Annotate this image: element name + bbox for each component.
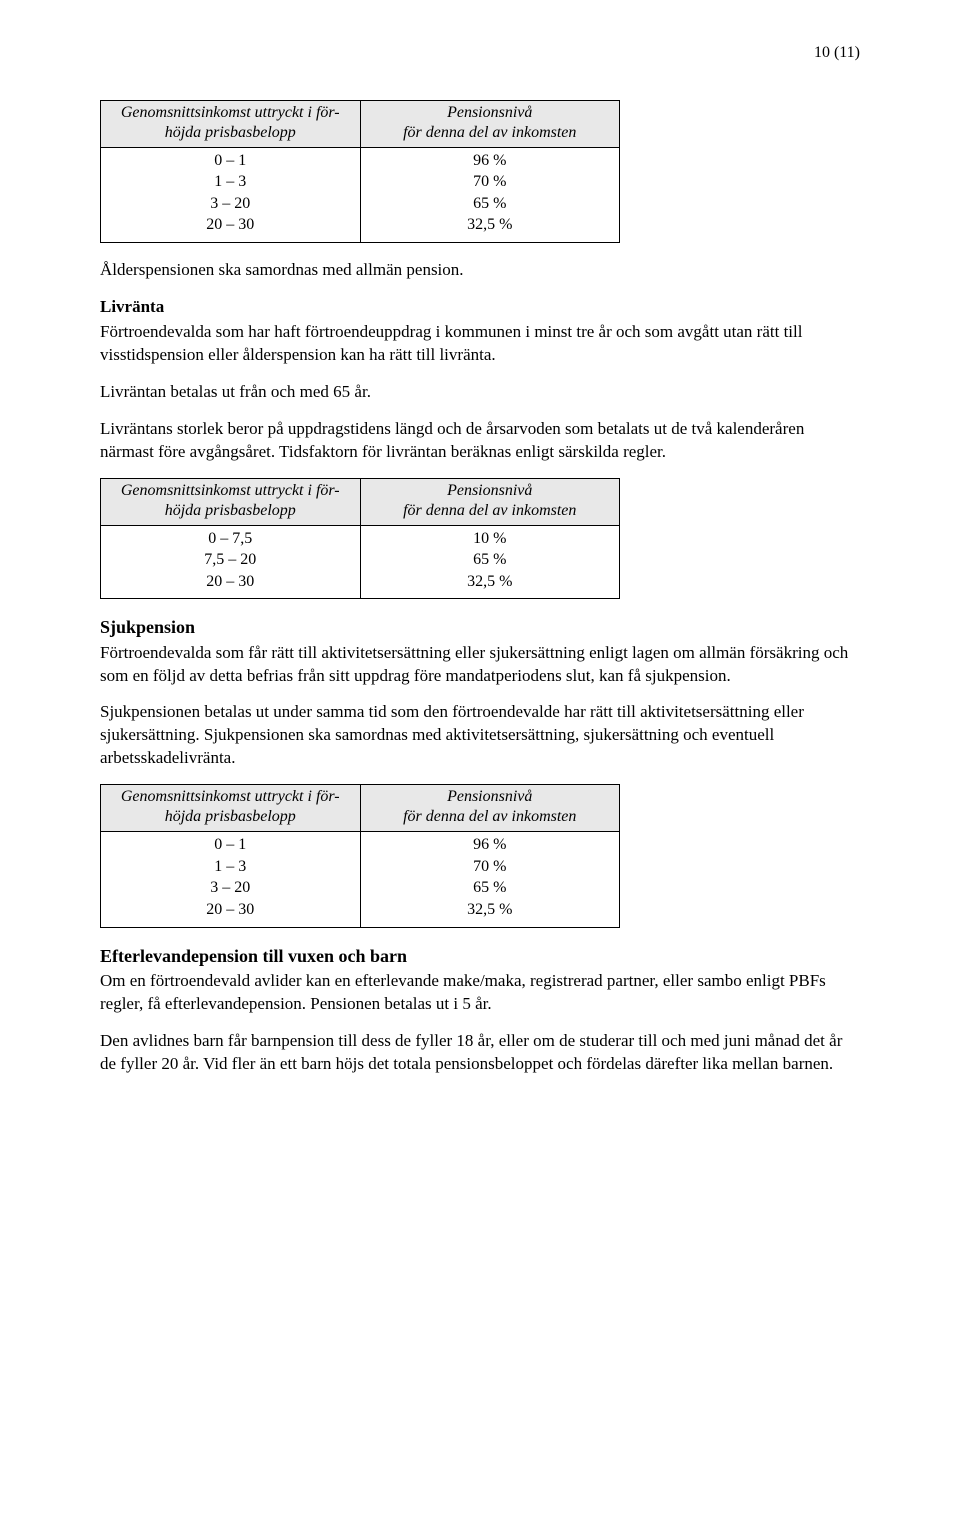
- sjukpension-heading: Sjukpension: [100, 615, 860, 639]
- table3-col2: 96 % 70 % 65 % 32,5 %: [360, 832, 620, 927]
- table1-col2: 96 % 70 % 65 % 32,5 %: [360, 147, 620, 242]
- livranta-paragraph-1: Förtroendevalda som har haft förtroendeu…: [100, 321, 860, 367]
- page-number: 10 (11): [100, 42, 860, 64]
- pension-table-2: Genomsnittsinkomst uttryckt i för-höjda …: [100, 478, 620, 600]
- table2-col2: 10 % 65 % 32,5 %: [360, 525, 620, 599]
- table2-header-right: Pensionsnivåför denna del av inkomsten: [360, 478, 620, 525]
- livranta-paragraph-2: Livräntan betalas ut från och med 65 år.: [100, 381, 860, 404]
- sjukpension-paragraph-1: Förtroendevalda som får rätt till aktivi…: [100, 642, 860, 688]
- efterlevande-heading: Efterlevandepension till vuxen och barn: [100, 944, 860, 968]
- table1-col1: 0 – 1 1 – 3 3 – 20 20 – 30: [101, 147, 361, 242]
- table3-col1: 0 – 1 1 – 3 3 – 20 20 – 30: [101, 832, 361, 927]
- efterlevande-paragraph-1: Om en förtroendevald avlider kan en efte…: [100, 970, 860, 1016]
- pension-table-1: Genomsnittsinkomst uttryckt i för-höjda …: [100, 100, 620, 243]
- table2-header-left: Genomsnittsinkomst uttryckt i för-höjda …: [101, 478, 361, 525]
- table1-header-left: Genomsnittsinkomst uttryckt i för-höjda …: [101, 100, 361, 147]
- table3-header-left: Genomsnittsinkomst uttryckt i för-höjda …: [101, 785, 361, 832]
- table3-header-right: Pensionsnivåför denna del av inkomsten: [360, 785, 620, 832]
- efterlevande-paragraph-2: Den avlidnes barn får barnpension till d…: [100, 1030, 860, 1076]
- table2-col1: 0 – 7,5 7,5 – 20 20 – 30: [101, 525, 361, 599]
- livranta-heading: Livränta: [100, 296, 860, 319]
- livranta-paragraph-3: Livräntans storlek beror på uppdragstide…: [100, 418, 860, 464]
- sjukpension-paragraph-2: Sjukpensionen betalas ut under samma tid…: [100, 701, 860, 770]
- paragraph-samordnas: Ålderspensionen ska samordnas med allmän…: [100, 259, 860, 282]
- table1-header-right: Pensionsnivåför denna del av inkomsten: [360, 100, 620, 147]
- pension-table-3: Genomsnittsinkomst uttryckt i för-höjda …: [100, 784, 620, 927]
